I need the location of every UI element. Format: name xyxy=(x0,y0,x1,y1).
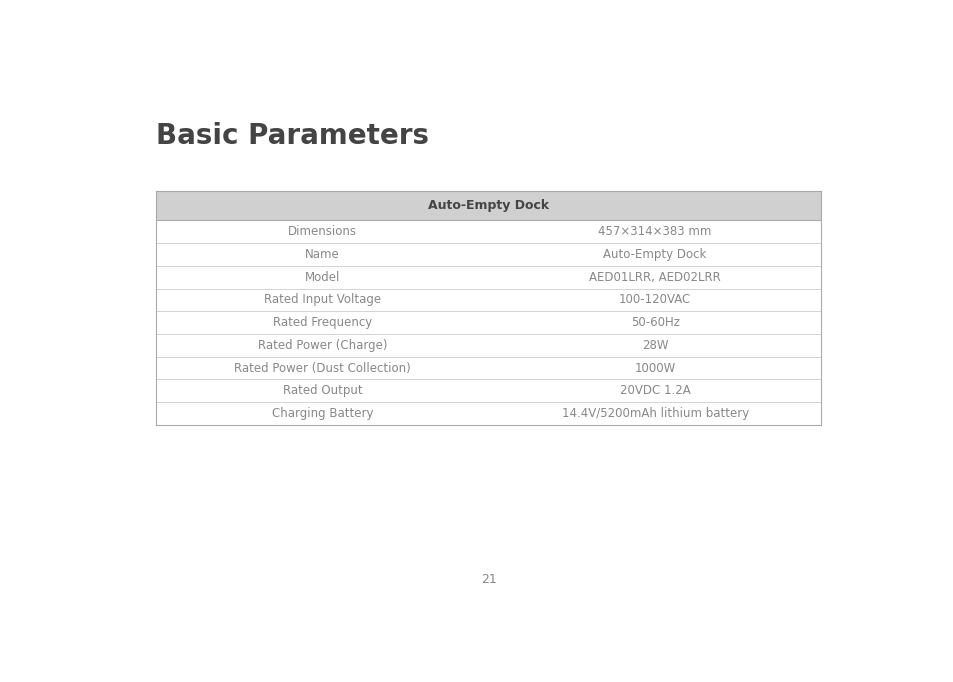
Text: Rated Power (Dust Collection): Rated Power (Dust Collection) xyxy=(234,361,411,374)
Text: Basic Parameters: Basic Parameters xyxy=(156,122,429,150)
Text: Auto-Empty Dock: Auto-Empty Dock xyxy=(428,199,549,212)
Text: Rated Power (Charge): Rated Power (Charge) xyxy=(257,339,387,352)
Text: 14.4V/5200mAh lithium battery: 14.4V/5200mAh lithium battery xyxy=(561,407,748,420)
Text: Dimensions: Dimensions xyxy=(288,225,356,238)
Text: 100-120VAC: 100-120VAC xyxy=(618,293,691,306)
Text: Auto-Empty Dock: Auto-Empty Dock xyxy=(603,248,706,261)
Text: 50-60Hz: 50-60Hz xyxy=(630,316,679,329)
Text: Rated Output: Rated Output xyxy=(283,384,362,398)
Text: 28W: 28W xyxy=(641,339,668,352)
Text: 21: 21 xyxy=(480,573,497,586)
Text: 1000W: 1000W xyxy=(634,361,675,374)
Text: Charging Battery: Charging Battery xyxy=(272,407,373,420)
Text: Rated Frequency: Rated Frequency xyxy=(273,316,372,329)
Text: Model: Model xyxy=(305,271,340,284)
Text: 457×314×383 mm: 457×314×383 mm xyxy=(598,225,711,238)
Bar xyxy=(156,191,821,220)
Text: Name: Name xyxy=(305,248,339,261)
Text: Rated Input Voltage: Rated Input Voltage xyxy=(264,293,381,306)
Text: AED01LRR, AED02LRR: AED01LRR, AED02LRR xyxy=(589,271,720,284)
Text: 20VDC 1.2A: 20VDC 1.2A xyxy=(619,384,690,398)
